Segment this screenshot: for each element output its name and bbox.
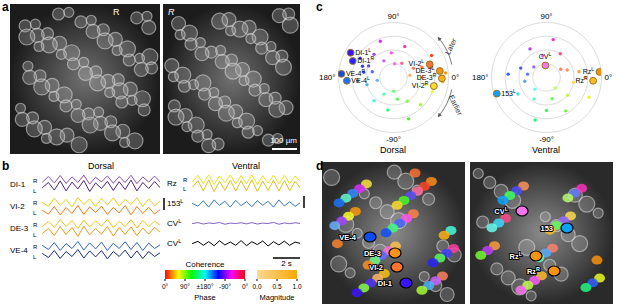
svg-text:DI-1: DI-1 [10, 180, 26, 189]
svg-text:-90°: -90° [219, 283, 231, 290]
svg-text:L: L [33, 232, 37, 238]
svg-text:0°: 0° [162, 283, 169, 290]
svg-text:VI-2: VI-2 [369, 263, 383, 272]
svg-text:RzR: RzR [575, 75, 588, 84]
svg-text:Later: Later [443, 36, 459, 56]
svg-text:-90°: -90° [386, 135, 401, 144]
svg-text:1.0: 1.0 [292, 283, 301, 290]
svg-text:VE-4: VE-4 [339, 233, 357, 242]
svg-text:0.0: 0.0 [252, 283, 261, 290]
svg-text:R: R [33, 200, 38, 206]
svg-text:d: d [316, 159, 323, 173]
svg-text:CVL: CVL [494, 206, 508, 216]
svg-text:CVL: CVL [167, 218, 181, 228]
svg-text:VE-4R: VE-4R [346, 68, 366, 77]
svg-text:RzL: RzL [510, 251, 523, 261]
svg-text:R: R [113, 7, 120, 17]
svg-text:-90°: -90° [539, 135, 554, 144]
svg-text:DI-1: DI-1 [378, 279, 392, 288]
svg-text:VI-2R: VI-2R [412, 80, 429, 89]
svg-text:VE-4L: VE-4L [351, 75, 370, 84]
svg-text:RzR: RzR [527, 266, 540, 276]
svg-text:VI-2L: VI-2L [409, 58, 425, 67]
svg-text:Ventral: Ventral [532, 145, 560, 155]
svg-text:180°: 180° [472, 73, 489, 82]
svg-text:Magnitude: Magnitude [259, 293, 294, 302]
svg-text:±180°: ±180° [196, 283, 213, 290]
svg-text:CVL: CVL [167, 238, 181, 248]
svg-text:R: R [168, 7, 175, 17]
svg-text:Ventral: Ventral [232, 161, 260, 171]
svg-text:153: 153 [540, 224, 553, 233]
svg-text:90°: 90° [387, 12, 399, 21]
svg-text:DI-1L: DI-1L [355, 47, 371, 56]
svg-text:R: R [33, 178, 38, 184]
svg-text:100 µm: 100 µm [270, 136, 297, 145]
svg-text:0.5: 0.5 [272, 283, 281, 290]
svg-text:CVL: CVL [539, 51, 552, 60]
svg-text:R: R [33, 222, 38, 228]
svg-text:Dorsal: Dorsal [380, 145, 406, 155]
svg-text:RzL: RzL [583, 66, 595, 75]
svg-text:DE-3R: DE-3R [417, 72, 437, 81]
svg-text:180°: 180° [319, 73, 336, 82]
svg-text:R: R [183, 177, 188, 183]
svg-text:0°: 0° [242, 283, 249, 290]
svg-text:Earlier: Earlier [447, 94, 465, 118]
svg-text:L: L [33, 188, 37, 194]
svg-text:90°: 90° [180, 283, 190, 290]
svg-text:b: b [2, 159, 9, 173]
svg-text:L: L [33, 254, 37, 260]
svg-text:DE-3L: DE-3L [416, 65, 435, 74]
svg-text:c: c [316, 0, 323, 14]
svg-text:0°: 0° [452, 73, 460, 82]
svg-text:Coherence: Coherence [185, 260, 225, 269]
svg-text:VI-2: VI-2 [10, 202, 25, 211]
svg-text:L: L [33, 210, 37, 216]
svg-text:DE-3: DE-3 [10, 224, 29, 233]
svg-text:Rz: Rz [167, 179, 177, 188]
svg-text:L: L [183, 186, 187, 192]
svg-text:153L: 153L [501, 88, 516, 97]
svg-text:a: a [2, 0, 9, 14]
svg-text:Phase: Phase [194, 293, 215, 302]
svg-text:DI-1R: DI-1R [357, 55, 374, 64]
svg-text:R: R [33, 244, 38, 250]
svg-text:VE-4: VE-4 [10, 246, 28, 255]
svg-text:Dorsal: Dorsal [88, 161, 114, 171]
svg-text:153L: 153L [167, 198, 184, 208]
svg-text:2 s: 2 s [281, 259, 292, 268]
svg-text:90°: 90° [540, 12, 552, 21]
svg-text:0°: 0° [605, 73, 613, 82]
svg-text:DE-3: DE-3 [364, 249, 381, 258]
